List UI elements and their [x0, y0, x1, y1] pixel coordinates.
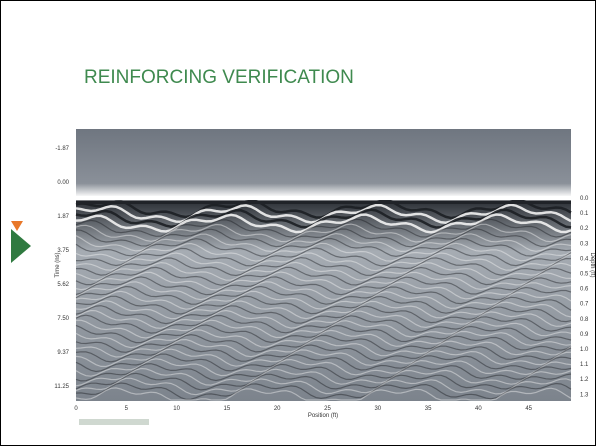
x-tick-label: 5 [125, 406, 129, 412]
surface-band [76, 201, 571, 204]
x-tick-label: 35 [425, 406, 432, 412]
y-tick-label: 3.75 [57, 248, 69, 254]
y-tick-label: 1.87 [57, 214, 69, 220]
y-tick-label: 5.62 [57, 282, 69, 288]
x-tick-label: 30 [374, 406, 381, 412]
y2-tick-label: 0.1 [580, 211, 589, 217]
surface-band [76, 196, 571, 200]
slide: REINFORCING VERIFICATION Time (ns) Posit… [0, 0, 596, 446]
y-tick-label: 11.25 [54, 384, 69, 390]
logo-accent [11, 221, 23, 231]
x-tick-label: 15 [224, 406, 231, 412]
y2-tick-label: 1.2 [580, 377, 589, 383]
y2-tick-label: 0.8 [580, 317, 589, 323]
x-tick-label: 45 [525, 406, 532, 412]
logo-accent [11, 229, 31, 263]
y2-tick-label: 1.0 [580, 347, 589, 353]
y-tick-label: -1.87 [55, 146, 69, 152]
y2-tick-label: 0.6 [580, 287, 589, 293]
y-tick-label: 9.37 [57, 350, 69, 356]
logo-text-block [79, 419, 149, 425]
x-tick-label: 20 [274, 406, 281, 412]
y2-tick-label: 1.3 [580, 392, 589, 398]
y2-tick-label: 0.4 [580, 256, 589, 262]
y2-tick-label: 0.5 [580, 272, 589, 278]
x-tick-label: 25 [324, 406, 331, 412]
y-axis-title: Time (ns) [55, 252, 61, 277]
y2-tick-label: 0.9 [580, 332, 589, 338]
y2-tick-label: 0.0 [580, 196, 589, 202]
y-tick-label: 0.00 [57, 180, 69, 186]
x-tick-label: 10 [173, 406, 180, 412]
y-tick-label: 7.50 [57, 316, 69, 322]
y2-tick-label: 1.1 [580, 362, 589, 368]
y2-tick-label: 0.3 [580, 241, 589, 247]
x-tick-label: 0 [74, 406, 78, 412]
y2-axis-title: Depth (ft) [589, 252, 595, 277]
slide-title: REINFORCING VERIFICATION [84, 67, 354, 88]
y2-tick-label: 0.7 [580, 302, 589, 308]
x-axis-title: Position (ft) [308, 413, 338, 419]
x-tick-label: 40 [475, 406, 482, 412]
y2-tick-label: 0.2 [580, 226, 589, 232]
slide-canvas: REINFORCING VERIFICATION Time (ns) Posit… [1, 1, 595, 445]
